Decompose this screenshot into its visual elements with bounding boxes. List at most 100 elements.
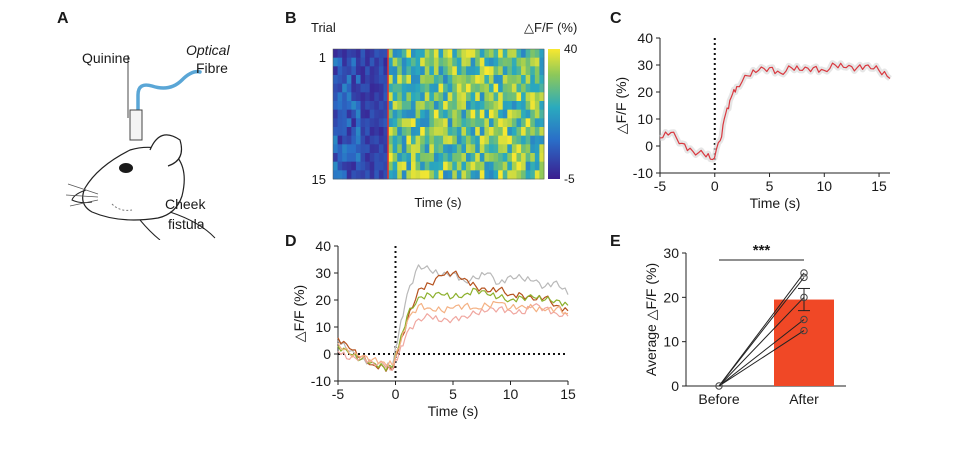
heatmap-cell <box>374 109 380 119</box>
heatmap-cell <box>498 83 504 93</box>
heatmap-cell <box>525 135 531 145</box>
heatmap-cell <box>507 161 513 171</box>
heatmap-cell <box>456 101 462 111</box>
series-line-green <box>337 287 569 372</box>
heatmap-cell <box>530 83 536 93</box>
heatmap-cell <box>429 75 435 85</box>
heatmap-cell <box>415 66 421 76</box>
heatmap-cell <box>447 118 453 128</box>
heatmap-cell <box>397 75 403 85</box>
heatmap-cell <box>420 153 426 163</box>
heatmap-cell <box>461 75 467 85</box>
heatmap-cell <box>342 135 348 145</box>
heatmap-cell <box>420 135 426 145</box>
heatmap-cell <box>456 75 462 85</box>
heatmap-cell <box>392 144 398 154</box>
heatmap-cell <box>534 118 540 128</box>
heatmap-cell <box>429 57 435 67</box>
heatmap-cell <box>346 135 352 145</box>
heatmap-cell <box>484 135 490 145</box>
x-tick-label: 15 <box>560 386 576 402</box>
heatmap-cell <box>401 75 407 85</box>
heatmap-cell <box>456 118 462 128</box>
heatmap-cell <box>337 75 343 85</box>
heatmap-cell <box>410 49 416 59</box>
heatmap-cell <box>539 161 545 171</box>
x-tick-label: After <box>789 391 819 407</box>
heatmap-cell <box>401 66 407 76</box>
heatmap-cell <box>488 92 494 102</box>
heatmap-cell <box>530 101 536 111</box>
heatmap-cell <box>424 66 430 76</box>
heatmap-cell <box>511 92 517 102</box>
heatmap-cell <box>493 83 499 93</box>
paired-line <box>718 330 805 387</box>
heatmap-cell <box>433 118 439 128</box>
y-axis-label: Average △F/F (%) <box>643 263 659 376</box>
heatmap-cell <box>392 75 398 85</box>
heatmap-cell <box>525 92 531 102</box>
heatmap-cell <box>333 109 338 119</box>
heatmap-cell <box>447 109 453 119</box>
heatmap-cell <box>475 170 481 180</box>
heatmap-cell <box>346 170 352 180</box>
heatmap-cell <box>530 144 536 154</box>
heatmap-cell <box>383 101 389 111</box>
heatmap-cell <box>346 101 352 111</box>
heatmap-cell <box>498 92 504 102</box>
heatmap-cell <box>424 135 430 145</box>
heatmap-cell <box>484 83 490 93</box>
heatmap-cell <box>539 57 545 67</box>
heatmap-cell <box>438 161 444 171</box>
heatmap-cell <box>346 153 352 163</box>
heatmap-cell <box>484 161 490 171</box>
heatmap-cell <box>484 127 490 137</box>
heatmap-cell <box>378 57 384 67</box>
heatmap-cell <box>333 118 338 128</box>
heatmap-cell <box>406 92 412 102</box>
series-line-gray <box>337 264 569 369</box>
heatmap-cell <box>333 92 338 102</box>
heatmap-cell <box>488 135 494 145</box>
heatmap-cell <box>365 170 371 180</box>
heatmap-cell <box>410 109 416 119</box>
heatmap-cell <box>484 49 490 59</box>
heatmap-cell <box>521 144 527 154</box>
heatmap-cell <box>397 83 403 93</box>
heatmap-cell <box>415 49 421 59</box>
heatmap-cell <box>433 127 439 137</box>
heatmap-cell <box>388 161 394 171</box>
heatmap-cell <box>443 144 449 154</box>
heatmap-cell <box>374 101 380 111</box>
heatmap-cell <box>342 109 348 119</box>
heatmap-cell <box>461 92 467 102</box>
heatmap-cell <box>539 75 545 85</box>
heatmap-cell <box>342 101 348 111</box>
heatmap-cell <box>488 144 494 154</box>
heatmap-cell <box>493 153 499 163</box>
heatmap-cell <box>388 127 394 137</box>
heatmap-cell <box>502 101 508 111</box>
heatmap-cell <box>461 109 467 119</box>
y-tick-label: 20 <box>663 289 679 305</box>
heatmap-cell <box>342 75 348 85</box>
label-cheek: Cheek <box>165 196 206 212</box>
heatmap-cell <box>369 49 375 59</box>
heatmap-cell <box>493 161 499 171</box>
heatmap-cell <box>488 127 494 137</box>
heatmap-cell <box>498 57 504 67</box>
heatmap-cell <box>443 118 449 128</box>
heatmap-cell <box>452 109 458 119</box>
heatmap-cell <box>493 170 499 180</box>
heatmap-cell <box>534 75 540 85</box>
heatmap-cell <box>415 118 421 128</box>
heatmap-cell <box>374 49 380 59</box>
after-point <box>800 315 808 324</box>
heatmap-cell <box>392 92 398 102</box>
heatmap-cell <box>438 75 444 85</box>
heatmap-cell <box>479 83 485 93</box>
heatmap-cell <box>511 57 517 67</box>
heatmap-cell <box>374 153 380 163</box>
heatmap-cell <box>378 75 384 85</box>
heatmap-cell <box>470 83 476 93</box>
